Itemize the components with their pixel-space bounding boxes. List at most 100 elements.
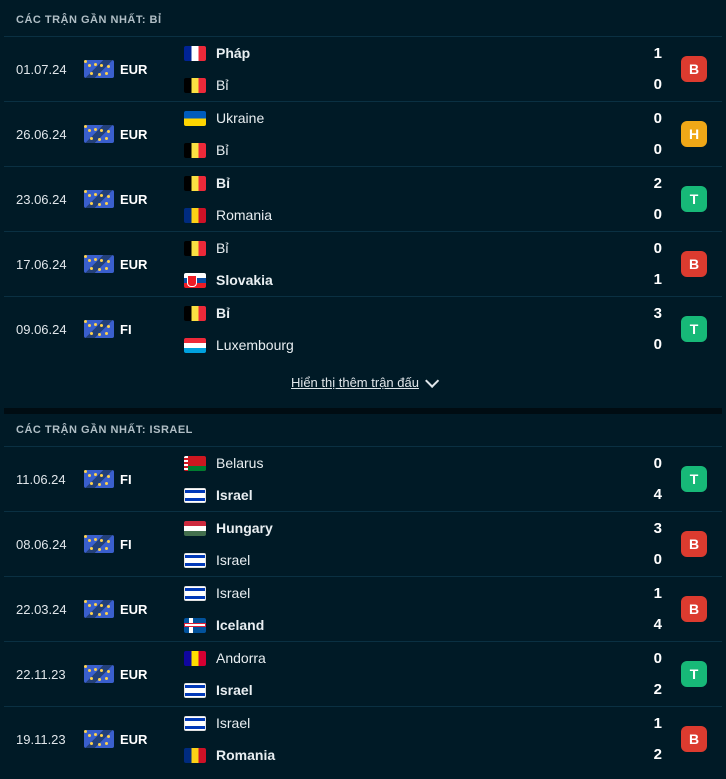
match-row[interactable]: 11.06.24FIBelarusIsrael04T [4, 446, 722, 511]
country-flag-icon [184, 488, 206, 503]
result-badge[interactable]: B [681, 726, 707, 752]
match-row[interactable]: 09.06.24FIBỉLuxembourg30T [4, 296, 722, 361]
league-cell: EUR [84, 60, 184, 78]
away-team: Bỉ [184, 69, 630, 101]
teams-cell: Israel Iceland [184, 577, 630, 641]
result-badge[interactable]: T [681, 466, 707, 492]
match-row[interactable]: 17.06.24EURBỉSlovakia01B [4, 231, 722, 296]
away-team: Luxembourg [184, 329, 630, 361]
scores-cell: 12 [630, 708, 666, 770]
result-badge[interactable]: T [681, 661, 707, 687]
league-code: EUR [120, 257, 147, 272]
result-badge-cell: B [666, 531, 722, 557]
team-name: Iceland [216, 617, 264, 633]
match-row[interactable]: 01.07.24EUR Pháp Bỉ10 B [4, 36, 722, 101]
section-header: CÁC TRẬN GẦN NHẤT: ISRAEL [4, 414, 722, 446]
match-row[interactable]: 08.06.24FIHungaryIsrael30B [4, 511, 722, 576]
country-flag-icon [184, 111, 206, 126]
away-score: 0 [654, 199, 662, 230]
away-score: 4 [654, 479, 662, 510]
scores-cell: 02 [630, 643, 666, 705]
country-flag-icon [184, 143, 206, 158]
home-score: 1 [654, 38, 662, 69]
team-name: Andorra [216, 650, 266, 666]
match-date: 09.06.24 [4, 322, 84, 337]
result-badge-cell: B [666, 251, 722, 277]
match-date: 01.07.24 [4, 62, 84, 77]
result-badge-cell: T [666, 186, 722, 212]
team-name: Pháp [216, 45, 250, 61]
league-cell: FI [84, 470, 184, 488]
scores-cell: 10 [630, 38, 666, 100]
teams-cell: HungaryIsrael [184, 512, 630, 576]
match-date: 11.06.24 [4, 472, 84, 487]
home-team: Bỉ [184, 167, 630, 199]
result-badge[interactable]: T [681, 316, 707, 342]
result-badge-cell: H [666, 121, 722, 147]
away-team: Romania [184, 199, 630, 231]
team-name: Israel [216, 682, 253, 698]
result-badge[interactable]: B [681, 251, 707, 277]
teams-cell: Andorra Israel [184, 642, 630, 706]
home-score: 2 [654, 168, 662, 199]
league-cell: EUR [84, 600, 184, 618]
league-flag-icon [84, 470, 114, 488]
match-row[interactable]: 22.03.24EURIsrael Iceland 14B [4, 576, 722, 641]
away-score: 0 [654, 134, 662, 165]
away-team: Israel [184, 674, 630, 706]
league-code: EUR [120, 192, 147, 207]
team-name: Israel [216, 715, 250, 731]
result-badge[interactable]: T [681, 186, 707, 212]
match-row[interactable]: 19.11.23EURIsraelRomania12B [4, 706, 722, 771]
match-date: 23.06.24 [4, 192, 84, 207]
result-badge-cell: B [666, 56, 722, 82]
team-name: Bỉ [216, 175, 230, 191]
teams-cell: Bỉ Romania [184, 167, 630, 231]
result-badge[interactable]: B [681, 56, 707, 82]
league-cell: EUR [84, 255, 184, 273]
match-row[interactable]: 26.06.24EURUkraineBỉ00H [4, 101, 722, 166]
away-score: 2 [654, 674, 662, 705]
country-flag-icon [184, 651, 206, 666]
show-more-label: Hiển thị thêm trận đấu [291, 375, 419, 390]
show-more-button[interactable]: Hiển thị thêm trận đấu [4, 361, 722, 408]
league-flag-icon [84, 60, 114, 78]
league-flag-icon [84, 665, 114, 683]
result-badge-cell: T [666, 316, 722, 342]
country-flag-icon [184, 521, 206, 536]
home-score: 0 [654, 233, 662, 264]
home-team: Bỉ [184, 232, 630, 264]
away-score: 0 [654, 544, 662, 575]
match-date: 22.03.24 [4, 602, 84, 617]
team-name: Israel [216, 487, 253, 503]
result-badge[interactable]: B [681, 531, 707, 557]
team-name: Luxembourg [216, 337, 294, 353]
home-team: Israel [184, 577, 630, 609]
home-team: Hungary [184, 512, 630, 544]
result-badge-cell: B [666, 596, 722, 622]
away-score: 4 [654, 609, 662, 640]
home-score: 0 [654, 103, 662, 134]
teams-cell: Pháp Bỉ [184, 37, 630, 101]
away-team: Slovakia [184, 264, 630, 296]
league-flag-icon [84, 255, 114, 273]
match-date: 17.06.24 [4, 257, 84, 272]
country-flag-icon [184, 748, 206, 763]
country-flag-icon [184, 241, 206, 256]
league-code: FI [120, 472, 132, 487]
home-score: 1 [654, 578, 662, 609]
result-badge[interactable]: B [681, 596, 707, 622]
league-cell: FI [84, 320, 184, 338]
match-row[interactable]: 22.11.23EURAndorraIsrael02T [4, 641, 722, 706]
away-score: 0 [654, 329, 662, 360]
country-flag-icon [184, 586, 206, 601]
teams-cell: IsraelRomania [184, 707, 630, 771]
result-badge-cell: B [666, 726, 722, 752]
country-flag-icon [184, 716, 206, 731]
home-team: Bỉ [184, 297, 630, 329]
match-row[interactable]: 23.06.24 EUR Bỉ Romania 20T [4, 166, 722, 231]
country-flag-icon [184, 306, 206, 321]
team-name: Bỉ [216, 142, 228, 158]
result-badge[interactable]: H [681, 121, 707, 147]
team-name: Bỉ [216, 305, 230, 321]
